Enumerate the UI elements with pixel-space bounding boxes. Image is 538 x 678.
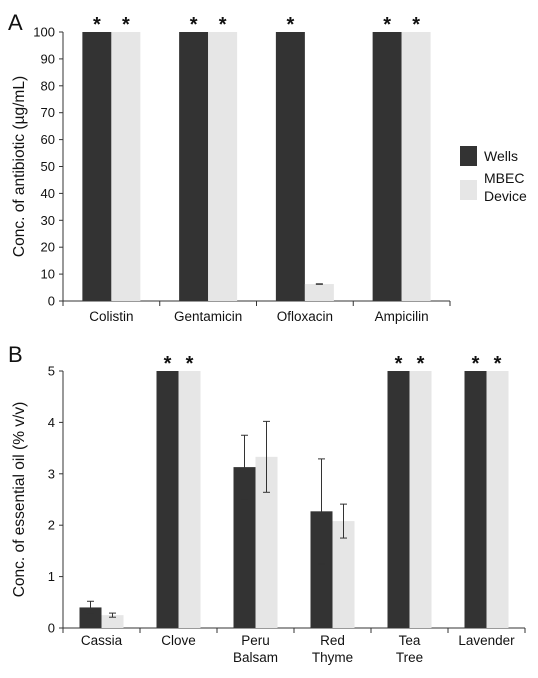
panel-b-significance-marker: * <box>186 353 194 375</box>
panel-b-bar-wells-clove <box>156 371 179 628</box>
panel-a-category-label-gentamicin: Gentamicin <box>174 309 242 324</box>
panel-b-letter: B <box>8 342 23 367</box>
panel-b-y-tick-label: 5 <box>48 364 55 379</box>
panel-b-y-tick-label: 1 <box>48 569 55 584</box>
panel-b-category-label-clove: Clove <box>161 633 196 648</box>
panel-b-significance-marker: * <box>164 353 172 375</box>
panel-a-category-label-ofloxacin: Ofloxacin <box>277 309 333 324</box>
panel-b-bar-mbec-device-tea-tree <box>409 371 432 628</box>
panel-a-y-tick-label: 90 <box>41 51 55 66</box>
panel-a-y-tick-label: 100 <box>33 25 55 40</box>
panel-a-significance-marker: * <box>286 14 294 36</box>
panel-a-bar-mbec-device-gentamicin <box>208 32 238 301</box>
panel-b-bar-wells-cassia <box>79 607 102 628</box>
panel-a-bar-wells-colistin <box>82 32 112 301</box>
panel-a-y-tick-label: 60 <box>41 132 55 147</box>
panel-b-significance-marker: * <box>472 353 480 375</box>
panel-b-bar-mbec-device-clove <box>178 371 201 628</box>
panel-b-y-tick-label: 2 <box>48 518 55 533</box>
panel-a-y-tick-label: 70 <box>41 105 55 120</box>
panel-a-y-tick-label: 80 <box>41 78 55 93</box>
panel-a-significance-marker: * <box>93 14 101 36</box>
legend-label-wells: Wells <box>484 148 518 164</box>
panel-a-category-label-ampicilin: Ampicilin <box>375 309 429 324</box>
panel-b-significance-marker: * <box>494 353 502 375</box>
legend-swatch-mbec-device <box>460 180 477 200</box>
panel-b-y-tick-label: 0 <box>48 621 55 636</box>
panel-b-category-label-lavender: Lavender <box>458 633 515 648</box>
panel-a-y-tick-label: 10 <box>41 267 55 282</box>
panel-b-bar-mbec-device-cassia <box>101 615 124 628</box>
panel-a-bar-mbec-device-ofloxacin <box>304 284 334 301</box>
panel-b-category-label-red-thyme: Red Thyme <box>312 633 353 665</box>
panel-b-category-label-tea-tree: Tea Tree <box>396 633 423 665</box>
panel-a-category-label-colistin: Colistin <box>89 309 133 324</box>
panel-b-y-axis-title: Conc. of essential oil (% v/v) <box>11 402 28 598</box>
panel-b-category-label-peru-balsam: Peru Balsam <box>233 633 278 665</box>
panel-a-bar-mbec-device-colistin <box>111 32 141 301</box>
panel-a-significance-marker: * <box>219 14 227 36</box>
panel-b-bar-wells-red-thyme <box>310 511 333 628</box>
panel-b-y-tick-label: 4 <box>48 415 55 430</box>
panel-b-category-label-cassia: Cassia <box>81 633 123 648</box>
panel-b-bar-mbec-device-lavender <box>486 371 509 628</box>
panel-a-bar-wells-ofloxacin <box>275 32 305 301</box>
panel-a-y-tick-label: 50 <box>41 159 55 174</box>
panel-a-bar-wells-gentamicin <box>179 32 209 301</box>
panel-a-significance-marker: * <box>190 14 198 36</box>
panel-b-significance-marker: * <box>395 353 403 375</box>
panel-a-bar-mbec-device-ampicilin <box>401 32 431 301</box>
panel-a-y-tick-label: 0 <box>48 294 55 309</box>
panel-a-letter: A <box>8 10 23 35</box>
panel-b-bar-wells-tea-tree <box>387 371 410 628</box>
panel-b-significance-marker: * <box>417 353 425 375</box>
panel-a-y-axis-title: Conc. of antibiotic (µg/mL) <box>11 76 28 257</box>
panel-a-significance-marker: * <box>122 14 130 36</box>
panel-b-bar-mbec-device-peru-balsam <box>255 456 278 628</box>
panel-b-y-tick-label: 3 <box>48 466 55 481</box>
panel-b-bar-mbec-device-red-thyme <box>332 521 355 628</box>
panel-b-bar-wells-peru-balsam <box>233 467 256 628</box>
panel-a-bar-wells-ampicilin <box>372 32 402 301</box>
chart-legend: Wells MBEC Device <box>460 146 527 204</box>
panel-a-y-tick-label: 20 <box>41 240 55 255</box>
panel-b-chart: 0 1 2 3 4 5 Conc. of essential oil (% v/v) Cass… <box>11 353 526 665</box>
panel-a-chart: 0 10 20 30 40 50 60 70 80 90 100 Conc. of antibioti… <box>11 14 451 324</box>
legend-label-mbec-device: MBEC Device <box>484 170 527 204</box>
panel-a-y-tick-label: 40 <box>41 186 55 201</box>
panel-a-significance-marker: * <box>412 14 420 36</box>
panel-a-significance-marker: * <box>383 14 391 36</box>
legend-swatch-wells <box>460 146 477 166</box>
panel-b-bar-wells-lavender <box>464 371 487 628</box>
panel-a-y-tick-label: 30 <box>41 213 55 228</box>
